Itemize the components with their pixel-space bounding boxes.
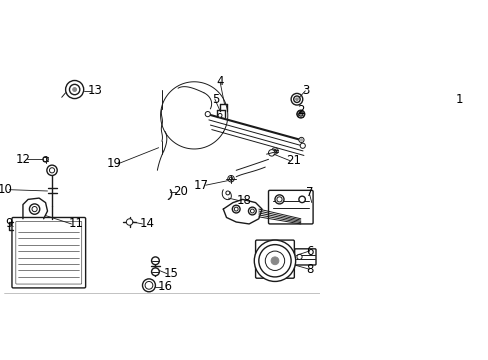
Circle shape	[225, 191, 229, 195]
Circle shape	[151, 268, 159, 276]
Text: 6: 6	[305, 244, 313, 258]
Circle shape	[29, 204, 40, 214]
Circle shape	[218, 113, 222, 117]
Text: 14: 14	[139, 217, 154, 230]
Circle shape	[232, 205, 240, 213]
Text: 7: 7	[305, 186, 313, 199]
Text: 2: 2	[297, 104, 305, 117]
Circle shape	[298, 112, 302, 116]
Text: 13: 13	[87, 84, 102, 97]
Circle shape	[126, 219, 133, 225]
Circle shape	[268, 150, 274, 156]
Text: 12: 12	[16, 153, 31, 166]
Circle shape	[73, 87, 77, 91]
Text: 17: 17	[194, 179, 209, 192]
Text: 20: 20	[173, 185, 187, 198]
Text: 10: 10	[0, 183, 13, 196]
Circle shape	[65, 81, 83, 99]
Text: 15: 15	[163, 267, 178, 280]
Circle shape	[260, 247, 288, 275]
Text: 1: 1	[455, 93, 463, 106]
FancyBboxPatch shape	[255, 240, 294, 278]
FancyBboxPatch shape	[16, 221, 81, 284]
Text: 16: 16	[157, 280, 172, 293]
Circle shape	[258, 244, 290, 277]
Circle shape	[298, 196, 305, 203]
Circle shape	[271, 257, 278, 264]
Circle shape	[270, 257, 278, 265]
Text: 8: 8	[305, 263, 313, 276]
Text: 11: 11	[68, 217, 83, 230]
Circle shape	[271, 148, 278, 154]
Circle shape	[227, 175, 234, 182]
Text: 9: 9	[5, 217, 13, 230]
Circle shape	[296, 110, 304, 118]
Circle shape	[274, 195, 284, 204]
Circle shape	[276, 197, 282, 202]
Circle shape	[264, 251, 284, 270]
Text: 5: 5	[211, 93, 219, 106]
Circle shape	[250, 209, 254, 213]
Circle shape	[293, 96, 300, 103]
Circle shape	[295, 98, 298, 100]
FancyBboxPatch shape	[294, 249, 315, 265]
Circle shape	[32, 207, 37, 212]
Circle shape	[205, 112, 210, 117]
Circle shape	[296, 254, 302, 260]
FancyBboxPatch shape	[12, 217, 85, 288]
Text: 4: 4	[216, 75, 224, 88]
Circle shape	[145, 282, 153, 289]
Text: 18: 18	[236, 194, 250, 207]
Circle shape	[229, 177, 232, 180]
Circle shape	[47, 165, 57, 175]
Circle shape	[234, 207, 238, 211]
Circle shape	[49, 168, 55, 173]
Circle shape	[69, 84, 80, 95]
Circle shape	[254, 240, 295, 282]
Circle shape	[300, 139, 302, 141]
Text: 19: 19	[106, 157, 121, 170]
FancyBboxPatch shape	[268, 190, 312, 224]
Circle shape	[300, 143, 305, 148]
Circle shape	[266, 253, 282, 269]
Text: 21: 21	[286, 154, 301, 167]
Circle shape	[43, 157, 48, 162]
Circle shape	[273, 149, 276, 153]
Text: 3: 3	[302, 84, 309, 97]
Circle shape	[248, 207, 256, 215]
Circle shape	[151, 257, 159, 265]
Circle shape	[142, 279, 155, 292]
Circle shape	[290, 93, 302, 105]
Circle shape	[299, 113, 301, 115]
Circle shape	[298, 138, 304, 143]
